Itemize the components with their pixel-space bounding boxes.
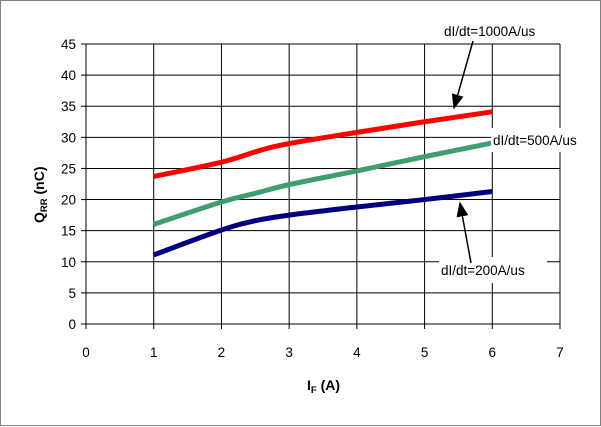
x-axis-title: IF (A) — [307, 377, 340, 396]
y-tick-label: 45 — [61, 37, 76, 52]
series-label: dI/dt=1000A/us — [444, 24, 535, 39]
y-axis-title-unit: (nC) — [31, 166, 47, 198]
series-label: dI/dt=200A/us — [441, 263, 525, 278]
x-tick-label: 3 — [285, 345, 293, 360]
y-axis-title-main: Q — [31, 212, 47, 223]
x-axis-title-subscript: F — [311, 385, 317, 396]
y-tick-label: 35 — [61, 99, 76, 114]
x-tick-label: 5 — [421, 345, 429, 360]
x-tick-label: 2 — [218, 345, 226, 360]
x-tick-label: 7 — [556, 345, 564, 360]
y-tick-label: 40 — [61, 68, 76, 83]
series-line-1 — [152, 140, 493, 227]
x-axis-title-main: I — [307, 377, 311, 393]
annotation-arrow — [456, 201, 472, 264]
annotation-box — [439, 19, 589, 43]
annotation-box — [439, 257, 547, 283]
x-tick-label: 4 — [353, 345, 361, 360]
y-tick-label: 30 — [61, 130, 76, 145]
annotation-box — [491, 128, 599, 152]
series-line-2 — [152, 188, 493, 258]
y-axis-title-subscript: RR — [39, 198, 50, 212]
series-line-0 — [153, 109, 493, 179]
annotation-arrow — [451, 40, 474, 110]
x-tick-label: 0 — [82, 345, 90, 360]
series-label: dI/dt=500A/us — [493, 133, 577, 148]
y-axis-title: QRR (nC) — [31, 166, 50, 223]
x-tick-label: 6 — [489, 345, 497, 360]
y-tick-label: 20 — [61, 193, 76, 208]
y-tick-label: 25 — [61, 161, 76, 176]
y-tick-label: 5 — [68, 286, 76, 301]
y-tick-label: 0 — [68, 317, 76, 332]
y-tick-label: 15 — [61, 224, 76, 239]
x-axis-title-unit: (A) — [317, 377, 340, 393]
x-tick-label: 1 — [150, 345, 158, 360]
y-tick-label: 10 — [61, 255, 76, 270]
